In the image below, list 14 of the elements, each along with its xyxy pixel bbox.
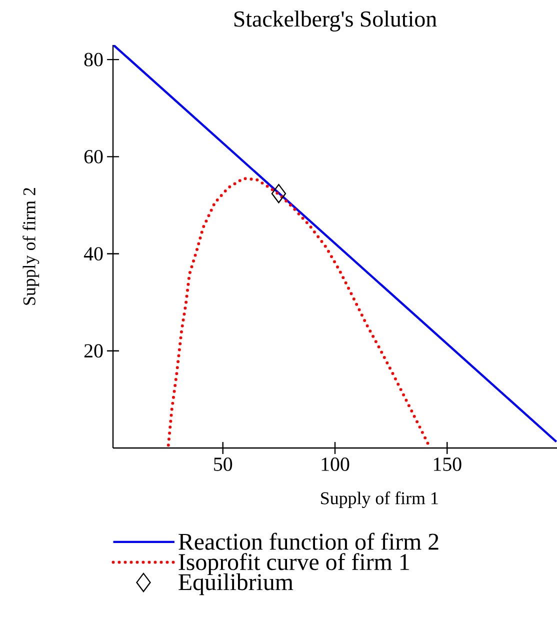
legend-label: Isoprofit curve of firm 1 [178, 553, 409, 576]
y-axis-title: Supply of firm 2 [22, 188, 40, 305]
y-tick-label: 80 [84, 52, 103, 66]
x-tick-label: 150 [434, 458, 462, 471]
y-tick-label: 60 [84, 150, 103, 164]
line-series [166, 177, 431, 448]
x-tick-label: 100 [322, 458, 350, 471]
legend-label: Equilibrium [178, 573, 294, 596]
y-tick-label: 20 [84, 344, 103, 358]
x-tick-label: 50 [214, 458, 232, 471]
legend-label: Reaction function of firm 2 [178, 532, 438, 550]
x-axis-title: Supply of firm 1 [321, 492, 438, 508]
y-tick-label: 40 [84, 247, 103, 260]
chart-title: Stackelberg's Solution [234, 10, 437, 32]
